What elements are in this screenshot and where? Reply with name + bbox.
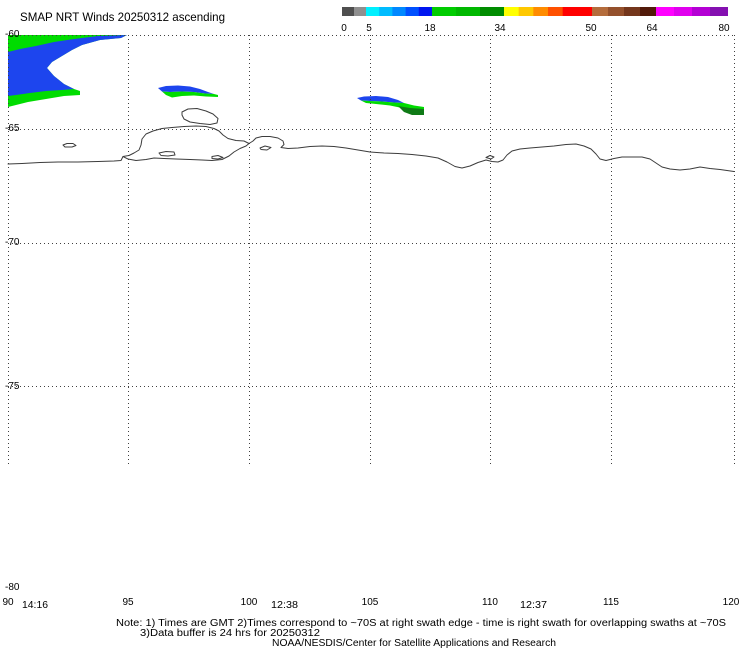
island-outline — [211, 155, 224, 160]
color-scale-swatch — [533, 7, 549, 16]
color-scale-swatch — [592, 7, 609, 16]
color-scale-swatch — [624, 7, 641, 16]
wind-swaths — [8, 35, 424, 115]
longitude-label: 100 — [241, 597, 258, 608]
color-scale-swatch — [432, 7, 457, 16]
color-scale-swatch — [480, 7, 505, 16]
color-scale-swatch — [640, 7, 657, 16]
pass-time-labels: 14:16 12:38 12:37 — [22, 600, 547, 611]
wind-speed-color-scale — [342, 7, 728, 16]
color-scale-swatch — [692, 7, 711, 16]
wind-swath-blue — [8, 35, 127, 96]
color-scale-swatch — [674, 7, 693, 16]
longitude-label: 90 — [2, 597, 14, 608]
plot-title: SMAP NRT Winds 20250312 ascending — [20, 10, 225, 24]
latitude-label: -70 — [5, 237, 20, 248]
color-scale-swatch — [656, 7, 675, 16]
island-outline — [62, 143, 77, 148]
island-outline — [485, 155, 495, 160]
color-scale-swatch — [577, 7, 593, 16]
latitude-label: -75 — [5, 381, 20, 392]
color-scale-swatch — [608, 7, 625, 16]
swath-time-label: 12:38 — [271, 600, 298, 611]
color-scale-label: 18 — [424, 23, 436, 34]
longitude-label: 115 — [603, 597, 619, 608]
color-scale-swatch — [548, 7, 564, 16]
color-scale-label: 80 — [718, 23, 730, 34]
wind-swath-blue — [158, 85, 214, 94]
longitude-label: 95 — [122, 597, 134, 608]
footnote-line: Note: 1) Times are GMT 2)Times correspon… — [116, 618, 726, 629]
color-scale-labels: 0 5 18 34 50 64 80 — [341, 23, 730, 34]
credit-line: NOAA/NESDIS/Center for Satellite Applica… — [272, 638, 556, 649]
ice-shelf-edge — [122, 143, 250, 161]
color-scale-label: 34 — [494, 23, 506, 34]
footnote-line: 3)Data buffer is 24 hrs for 20250312 — [140, 628, 320, 639]
color-scale-swatch — [342, 7, 355, 16]
color-scale-label: 50 — [585, 23, 597, 34]
antarctic-coastline — [7, 125, 735, 172]
color-scale-swatch — [562, 7, 578, 16]
color-scale-swatch — [366, 7, 380, 16]
graticule — [8, 35, 735, 465]
color-scale-swatch — [418, 7, 433, 16]
wind-swath-green — [162, 91, 218, 98]
color-scale-swatch — [456, 7, 481, 16]
color-scale-swatch — [379, 7, 393, 16]
longitude-label: 110 — [482, 597, 498, 608]
swath-time-label: 14:16 — [22, 600, 48, 611]
wind-swath-blue — [357, 96, 404, 103]
latitude-label: -65 — [5, 123, 20, 134]
swath-time-label: 12:37 — [520, 600, 547, 611]
coastline — [7, 108, 735, 172]
color-scale-label: 64 — [646, 23, 658, 34]
island-outline — [181, 108, 219, 125]
color-scale-swatch — [518, 7, 534, 16]
color-scale-swatch — [405, 7, 420, 16]
wind-swath-dark-green — [398, 106, 424, 115]
longitude-label: 120 — [723, 597, 740, 608]
longitude-label: 105 — [362, 597, 379, 608]
longitude-labels: 90 95 100 105 110 115 120 — [2, 597, 739, 608]
color-scale-label: 0 — [341, 23, 347, 34]
latitude-label: -80 — [5, 582, 20, 593]
color-scale-swatch — [392, 7, 407, 16]
footnotes: Note: 1) Times are GMT 2)Times correspon… — [116, 618, 726, 649]
color-scale-swatch — [504, 7, 520, 16]
color-scale-swatch — [354, 7, 367, 16]
color-scale-label: 5 — [366, 23, 372, 34]
island-outline — [158, 151, 176, 157]
island-outline — [259, 145, 272, 151]
color-scale-swatch — [710, 7, 728, 16]
latitude-label: -60 — [5, 29, 20, 40]
latitude-labels: -60 -65 -70 -75 -80 — [5, 29, 20, 593]
